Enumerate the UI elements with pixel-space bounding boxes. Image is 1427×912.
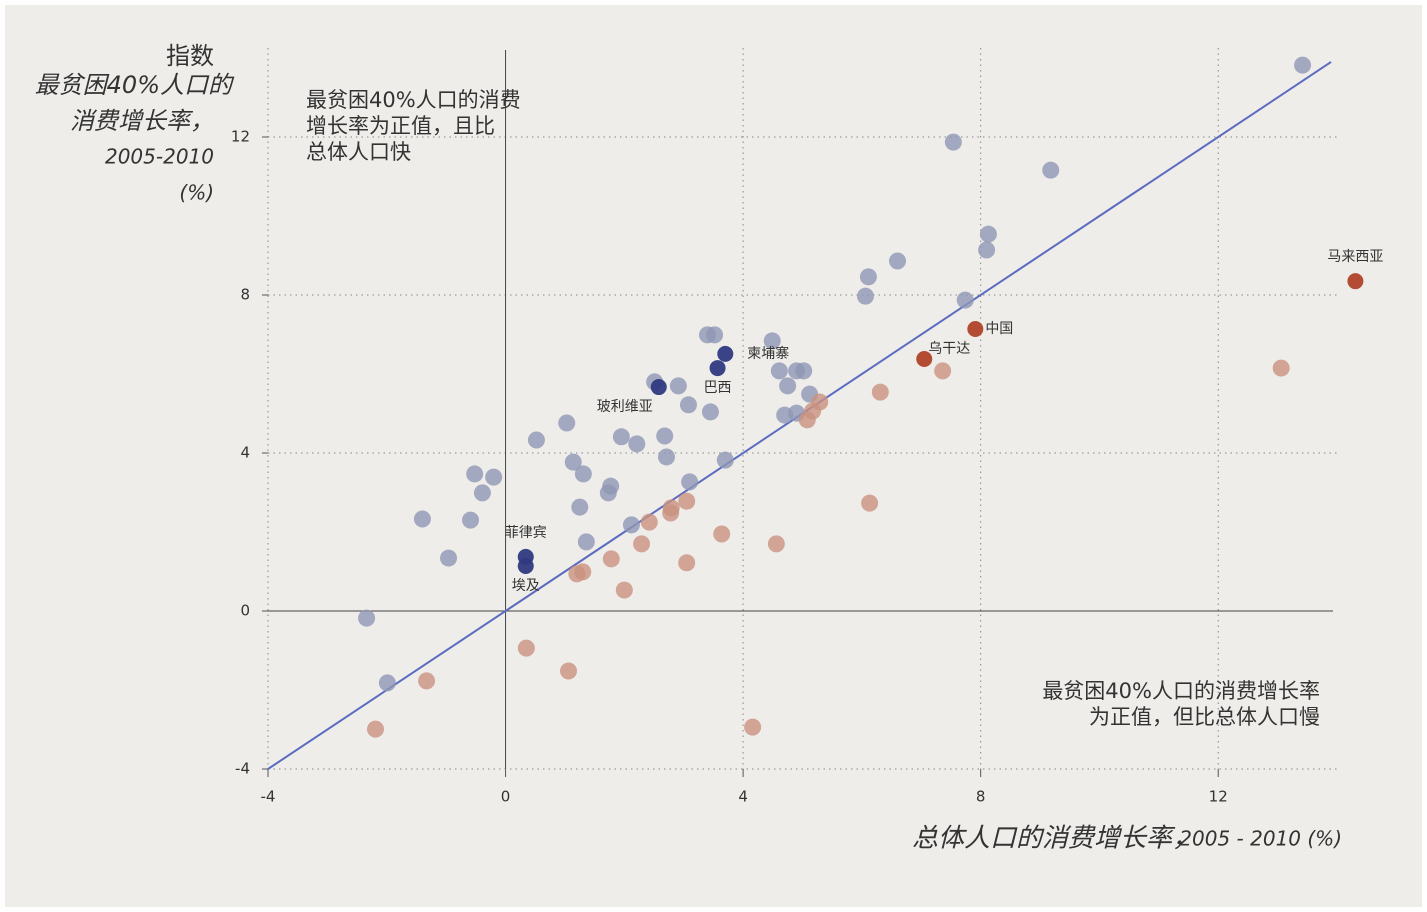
x-tick-label: 12 [1209,788,1228,806]
annotation: 为正值，但比总体人口慢 [1089,705,1320,729]
point [662,504,680,522]
point [978,241,996,259]
point [856,287,874,305]
point [934,362,952,380]
y-title: 指数 [166,42,214,70]
x-tick-label: 0 [501,788,511,806]
x-tick-label: -4 [261,788,276,806]
point [485,468,503,486]
point [744,718,762,736]
annotation: 最贫困40%人口的消费增长率 [1042,679,1320,703]
y-tick-label: 0 [240,602,250,620]
point [701,403,719,421]
point-label: 马来西亚 [1327,249,1383,265]
point [916,350,933,367]
x-axis-label-period: 2005 - 2010 (%) [1179,827,1342,851]
y-axis-label: (%) [179,181,214,205]
point [656,427,674,445]
point [889,252,907,270]
point [577,533,595,551]
point [859,268,877,286]
y-tick-label: 12 [231,128,250,146]
point [956,291,974,309]
point [650,379,667,396]
y-tick-label: 8 [240,286,250,304]
point-label: 埃及 [512,578,540,594]
point [527,431,545,449]
point [615,581,633,599]
annotation: 增长率为正值，且比 [306,114,495,138]
point [574,465,592,483]
point [713,525,731,543]
point [602,550,620,568]
point-label: 巴西 [704,380,732,396]
point-label: 乌干达 [928,341,970,357]
point [795,362,813,380]
y-tick-label: -4 [235,760,250,778]
point [861,494,879,512]
point [798,411,816,429]
point [979,225,997,243]
point [633,535,651,553]
point [717,345,734,362]
point [967,320,984,337]
point [706,326,724,344]
point [571,498,589,516]
annotation: 最贫困40%人口的消费 [306,88,521,112]
point [681,473,699,491]
point [517,557,534,574]
point-label: 玻利维亚 [597,399,653,415]
point [669,377,687,395]
point [517,639,535,657]
point [763,332,781,350]
point [678,492,696,510]
x-tick-label: 4 [738,788,748,806]
y-axis-label: 最贫困40%人口的 [35,71,235,99]
point [413,510,431,528]
point-label: 柬埔寨 [747,345,789,362]
y-axis-label: 2005-2010 [105,145,214,169]
point [462,511,480,529]
point [564,453,582,471]
point [767,535,785,553]
point [1042,161,1060,179]
point [1347,273,1364,290]
point [709,360,726,377]
point [657,448,675,466]
point [679,396,697,414]
point [599,484,617,502]
point [770,362,788,380]
point [640,513,658,531]
point [944,133,962,151]
x-axis-label: 总体人口的消费增长率， [912,824,1198,854]
point [622,516,640,534]
point [466,465,484,483]
annotation: 总体人口快 [306,140,411,164]
point [1294,56,1312,74]
point [871,383,889,401]
point [678,554,696,572]
point-label: 中国 [985,321,1013,337]
point [560,662,578,680]
y-axis-label: 消费增长率， [70,107,214,135]
background [5,5,1422,907]
point [440,549,458,567]
point [628,435,646,453]
point [473,484,491,502]
point [568,565,586,583]
point [418,672,436,690]
point [779,377,797,395]
point [716,451,734,469]
point-label: 菲律宾 [505,525,547,541]
point [1272,359,1290,377]
x-tick-label: 8 [976,788,986,806]
y-tick-label: 4 [240,444,250,462]
point [612,428,630,446]
point [366,720,384,738]
point [558,414,576,432]
point [358,609,376,627]
point [378,674,396,692]
